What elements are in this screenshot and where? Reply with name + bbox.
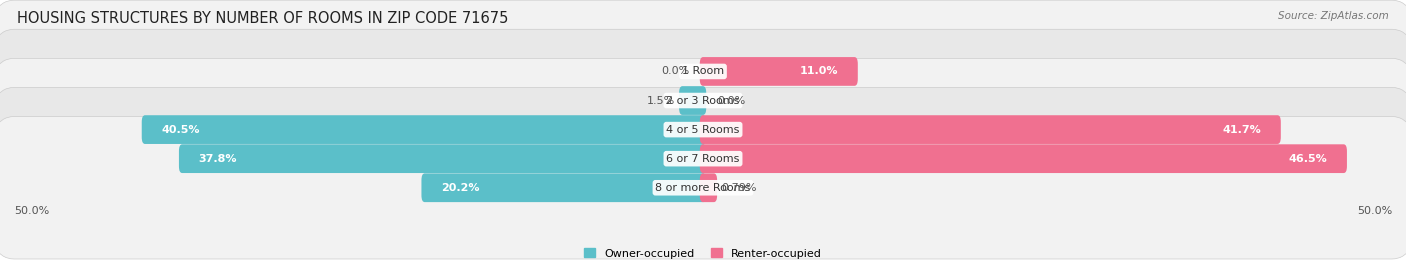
- FancyBboxPatch shape: [0, 29, 1406, 172]
- Text: 4 or 5 Rooms: 4 or 5 Rooms: [666, 124, 740, 135]
- FancyBboxPatch shape: [422, 173, 706, 202]
- Text: HOUSING STRUCTURES BY NUMBER OF ROOMS IN ZIP CODE 71675: HOUSING STRUCTURES BY NUMBER OF ROOMS IN…: [17, 11, 508, 26]
- Text: 2 or 3 Rooms: 2 or 3 Rooms: [666, 96, 740, 106]
- Text: 50.0%: 50.0%: [14, 206, 49, 216]
- Text: 20.2%: 20.2%: [441, 183, 479, 193]
- Text: 41.7%: 41.7%: [1222, 124, 1261, 135]
- FancyBboxPatch shape: [179, 144, 706, 173]
- Text: 11.0%: 11.0%: [800, 66, 838, 76]
- Text: 1.5%: 1.5%: [647, 96, 675, 106]
- Legend: Owner-occupied, Renter-occupied: Owner-occupied, Renter-occupied: [579, 244, 827, 263]
- Text: 6 or 7 Rooms: 6 or 7 Rooms: [666, 154, 740, 164]
- FancyBboxPatch shape: [700, 57, 858, 86]
- Text: 0.0%: 0.0%: [661, 66, 689, 76]
- FancyBboxPatch shape: [700, 115, 1281, 144]
- FancyBboxPatch shape: [0, 117, 1406, 259]
- Text: 50.0%: 50.0%: [1357, 206, 1392, 216]
- FancyBboxPatch shape: [0, 58, 1406, 201]
- Text: Source: ZipAtlas.com: Source: ZipAtlas.com: [1278, 11, 1389, 21]
- FancyBboxPatch shape: [700, 144, 1347, 173]
- Text: 0.0%: 0.0%: [717, 96, 745, 106]
- FancyBboxPatch shape: [700, 173, 717, 202]
- Text: 46.5%: 46.5%: [1288, 154, 1327, 164]
- Text: 8 or more Rooms: 8 or more Rooms: [655, 183, 751, 193]
- FancyBboxPatch shape: [679, 86, 706, 115]
- Text: 1 Room: 1 Room: [682, 66, 724, 76]
- FancyBboxPatch shape: [0, 0, 1406, 143]
- Text: 37.8%: 37.8%: [198, 154, 238, 164]
- FancyBboxPatch shape: [0, 87, 1406, 230]
- FancyBboxPatch shape: [142, 115, 706, 144]
- Text: 0.79%: 0.79%: [721, 183, 756, 193]
- Text: 40.5%: 40.5%: [162, 124, 200, 135]
